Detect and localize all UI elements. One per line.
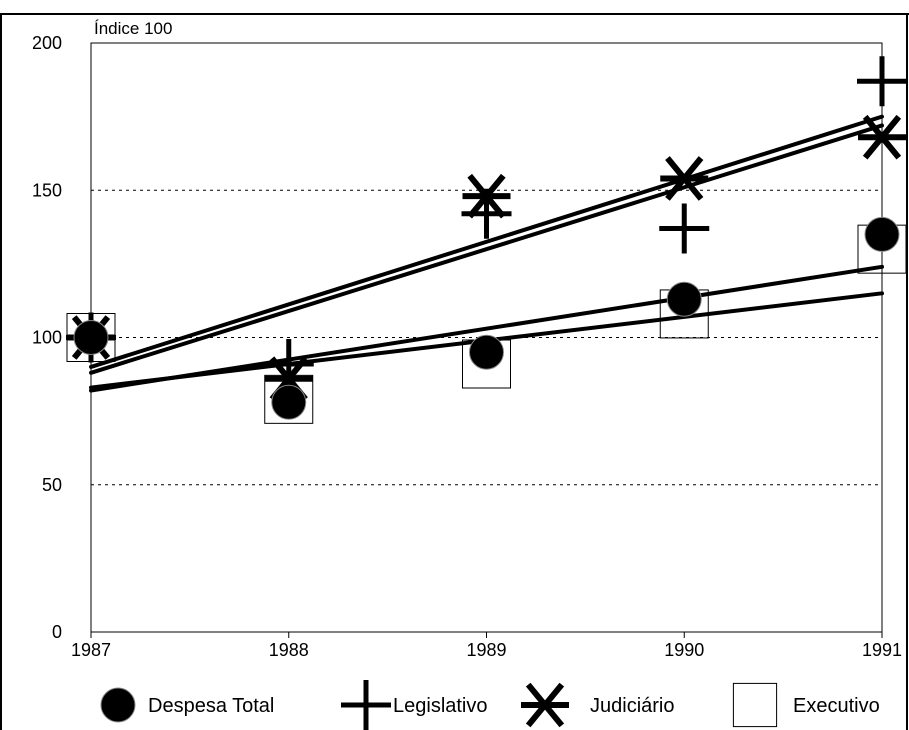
legend-marker-3-d2 [525,682,565,728]
legend-label-2: Legislativo [393,695,488,717]
y-tick-label-50: 50 [42,475,62,495]
x-tick-label-1990: 1990 [664,640,704,660]
legend-marker-2 [341,680,391,730]
y-tick-label-100: 100 [32,328,62,348]
x-tick-label-1988: 1988 [269,640,309,660]
legend-marker-4-shape [732,682,778,728]
grid-lines [91,189,882,486]
data-points [66,56,907,424]
point-plus-1991 [857,56,907,107]
legend-label-1: Despesa Total [148,695,274,717]
point-filled-circle-1989 [469,334,504,370]
legend-label-4: Executivo [793,695,880,717]
trend-line-2 [89,123,884,375]
trend-line-3 [89,114,884,369]
x-tick-label-1989: 1989 [466,640,506,660]
point-asterisk-1991-d2 [862,114,902,160]
point-filled-circle-1987 [73,320,109,355]
point-filled-circle-1990 [666,281,702,317]
legend-marker-4 [732,682,778,728]
point-filled-circle-1991-shape [864,216,900,252]
legend-marker-1-shape [100,687,136,723]
trend-lines [89,114,884,393]
y-tick-label-0: 0 [52,622,62,642]
legend-label-3: Judiciário [590,695,674,717]
point-asterisk-1991 [858,114,906,160]
point-filled-circle-1989-shape [469,334,504,370]
legend-marker-1 [100,687,136,723]
y-axis-ticks: 0 50 100 150 200 [32,33,62,642]
point-plus-1989 [461,188,512,239]
trend-line-4 [89,264,884,393]
point-plus-1988 [263,339,314,390]
point-plus-1990 [659,203,710,254]
point-filled-circle-1987-shape [73,320,109,355]
legend-marker-3 [521,682,569,728]
point-asterisk-1990 [660,156,709,201]
y-tick-label-200: 200 [32,33,62,53]
y-axis-label: Índice 100 [94,19,172,38]
point-filled-circle-1988 [271,384,307,420]
x-axis-ticks: 1987 1988 1989 1990 1991 [71,632,902,660]
legend: Despesa Total Legislativo Judiciário Execut… [100,680,880,730]
point-filled-circle-1991 [864,216,900,252]
x-tick-label-1987: 1987 [71,640,111,660]
point-filled-circle-1990-shape [666,281,702,317]
point-asterisk-1990-d2 [665,156,704,201]
x-tick-label-1991: 1991 [862,640,902,660]
y-tick-label-150: 150 [32,180,62,200]
point-filled-circle-1988-shape [271,384,307,420]
